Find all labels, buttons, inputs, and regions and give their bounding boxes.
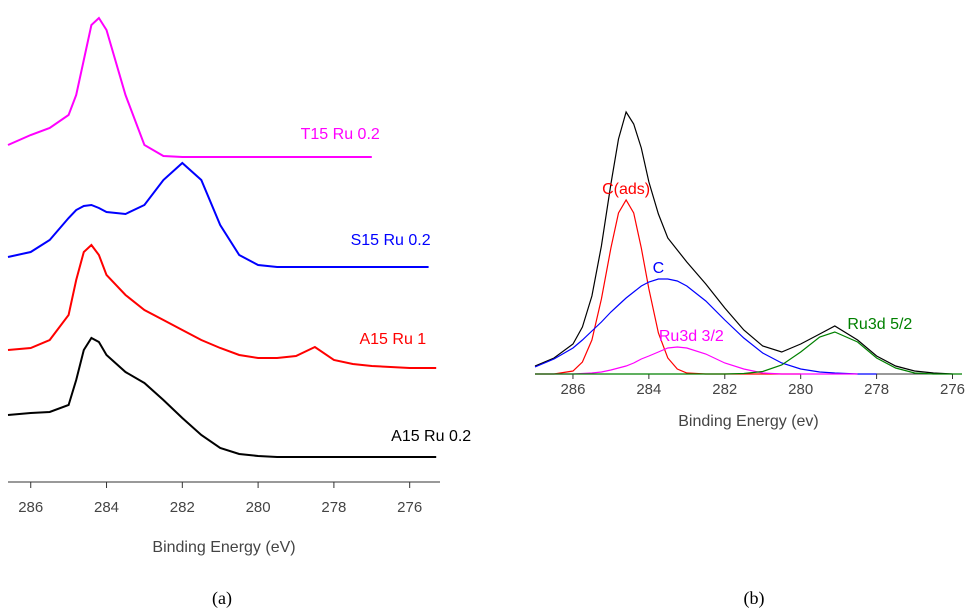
series-label: T15 Ru 0.2 — [301, 126, 380, 143]
x-tick-label: 284 — [636, 381, 661, 398]
series-label: S15 Ru 0.2 — [351, 232, 431, 249]
x-tick-label: 282 — [712, 381, 737, 398]
series-line — [535, 346, 858, 375]
x-axis-title: Binding Energy (eV) — [152, 539, 295, 556]
series-label: A15 Ru 1 — [359, 331, 426, 348]
x-tick-label: 276 — [397, 499, 422, 516]
x-tick-label: 286 — [18, 499, 43, 516]
x-tick-label: 276 — [940, 381, 965, 398]
series-line — [7, 336, 437, 458]
series-label: Ru3d 5/2 — [847, 316, 912, 333]
series-line — [535, 331, 962, 375]
x-tick-label: 282 — [170, 499, 195, 516]
x-tick-label: 284 — [94, 499, 119, 516]
x-tick-label: 278 — [321, 499, 346, 516]
panel-label: (a) — [212, 588, 232, 609]
series-line — [7, 161, 429, 268]
series-line — [534, 278, 877, 375]
x-axis-title: Binding Energy (ev) — [678, 413, 819, 430]
series-line — [534, 110, 953, 375]
series-label: C — [653, 260, 665, 277]
series-line — [7, 16, 372, 158]
series-line — [7, 243, 437, 369]
x-tick-label: 278 — [864, 381, 889, 398]
x-tick-label: 286 — [560, 381, 585, 398]
series-label: C(ads) — [602, 181, 650, 198]
x-tick-label: 280 — [788, 381, 813, 398]
panel-label: (b) — [744, 588, 765, 609]
series-label: A15 Ru 0.2 — [391, 428, 471, 445]
x-tick-label: 280 — [246, 499, 271, 516]
series-label: Ru3d 3/2 — [659, 328, 724, 345]
